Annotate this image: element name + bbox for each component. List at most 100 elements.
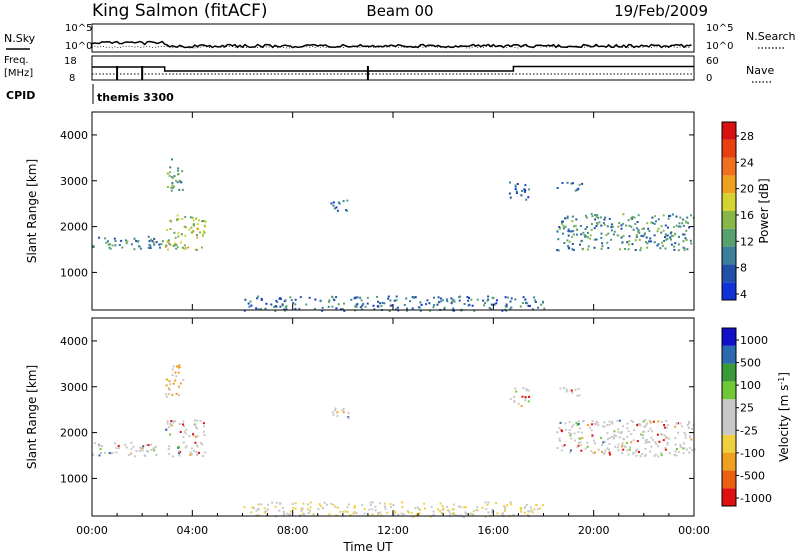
x-tick-label: 16:00	[477, 524, 509, 537]
data-point	[168, 453, 171, 456]
data-point	[278, 502, 281, 505]
data-point	[668, 452, 671, 455]
data-point	[105, 241, 108, 244]
data-point	[683, 447, 686, 450]
data-point	[292, 302, 295, 305]
data-point	[608, 217, 611, 220]
data-point	[564, 217, 567, 220]
data-point	[178, 445, 180, 448]
data-point	[527, 196, 530, 199]
data-point	[504, 508, 507, 511]
data-point	[606, 432, 609, 435]
data-point	[153, 243, 156, 246]
data-point	[516, 183, 519, 185]
data-point	[274, 505, 277, 508]
data-point	[573, 225, 576, 228]
data-point	[487, 298, 490, 301]
data-point	[137, 240, 140, 243]
data-point	[606, 424, 609, 426]
data-point	[566, 215, 569, 218]
data-point	[661, 241, 663, 244]
data-point	[167, 448, 170, 450]
data-point	[395, 295, 398, 298]
data-point	[159, 246, 161, 249]
data-point	[108, 246, 111, 249]
data-point	[266, 508, 269, 511]
data-point	[677, 243, 680, 246]
data-point	[366, 302, 369, 305]
data-point	[383, 302, 386, 305]
data-point	[149, 245, 152, 248]
data-point	[562, 232, 564, 235]
data-point	[321, 309, 324, 312]
data-point	[606, 438, 609, 441]
data-point	[682, 240, 685, 243]
data-point	[536, 508, 539, 511]
data-point	[178, 423, 181, 425]
data-point	[577, 187, 580, 190]
data-point	[177, 218, 180, 220]
data-point	[160, 243, 163, 246]
data-point	[523, 506, 526, 509]
data-point	[595, 420, 598, 423]
data-point	[177, 169, 179, 172]
colorbar-segment	[722, 470, 736, 489]
data-point	[628, 240, 631, 243]
data-point	[665, 238, 668, 241]
power-colorbar: 28 24 20 16 12 8 4	[721, 121, 754, 301]
data-point	[174, 371, 177, 374]
data-point	[571, 391, 574, 394]
data-point	[406, 309, 409, 312]
data-point	[644, 439, 647, 442]
data-point	[282, 510, 285, 513]
data-point	[528, 510, 531, 513]
data-point	[169, 243, 172, 246]
data-point	[577, 442, 580, 445]
data-point	[281, 303, 284, 306]
data-point	[582, 420, 585, 423]
data-point	[260, 299, 263, 301]
freq-tick-high: 18	[64, 56, 77, 67]
data-point	[556, 230, 559, 233]
data-point	[363, 512, 366, 515]
data-point	[644, 442, 647, 444]
data-point	[576, 394, 579, 397]
data-point	[501, 512, 504, 515]
data-point	[557, 238, 560, 241]
data-point	[508, 192, 511, 195]
data-point	[617, 234, 620, 237]
power-scatter	[92, 158, 695, 312]
data-point	[446, 300, 449, 303]
data-point	[175, 375, 178, 378]
data-point	[147, 235, 150, 238]
data-point	[176, 181, 179, 184]
data-point	[578, 437, 581, 440]
data-point	[291, 502, 294, 505]
data-point	[466, 296, 469, 298]
data-point	[179, 382, 182, 385]
data-point	[176, 214, 179, 217]
data-point	[687, 222, 690, 225]
data-point	[679, 445, 682, 448]
data-point	[381, 301, 384, 304]
data-point	[279, 305, 282, 308]
data-point	[556, 447, 559, 449]
data-point	[172, 455, 174, 458]
colorbar-tick-label: 24	[740, 156, 754, 169]
data-point	[514, 298, 517, 301]
data-point	[496, 512, 499, 515]
data-point	[487, 511, 490, 514]
data-point	[352, 512, 355, 515]
data-point	[485, 508, 488, 511]
data-point	[247, 302, 250, 305]
data-point	[571, 248, 574, 251]
data-point	[522, 296, 525, 299]
data-point	[425, 303, 428, 306]
data-point	[576, 233, 578, 236]
data-point	[180, 241, 182, 244]
data-point	[389, 304, 392, 307]
data-point	[675, 422, 678, 425]
data-point	[353, 504, 356, 507]
data-point	[177, 235, 180, 238]
data-point	[98, 454, 101, 457]
